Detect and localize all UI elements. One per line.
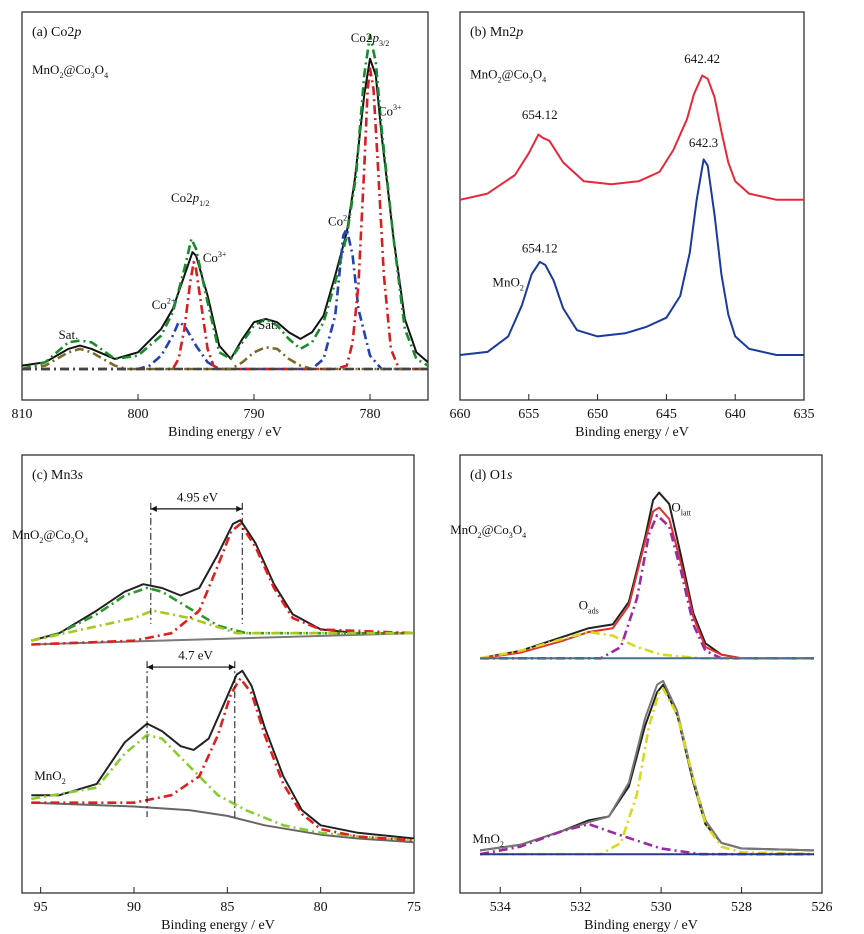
x-axis-label: Binding energy / eV (584, 918, 698, 933)
annotation: 4.95 eV (177, 489, 219, 504)
x-tick-label: 660 (450, 407, 471, 422)
panel-title: (b) Mn2p (470, 25, 523, 40)
annotation: 4.7 eV (178, 648, 213, 663)
x-tick-label: 800 (128, 407, 149, 422)
panel-c: 95 90 85 80 75 Binding energy / eV (c) Mn3s MnO… (12, 454, 421, 933)
series-line-7 (479, 679, 815, 852)
x-tick-label: 810 (12, 407, 33, 422)
x-axis-label: Binding energy / eV (575, 425, 689, 440)
series-line-5 (21, 346, 428, 371)
annotation: Co3+ (378, 103, 402, 118)
plot-frame (459, 11, 805, 401)
series-line-7 (31, 801, 415, 844)
panel-title: (c) Mn3s (32, 468, 84, 483)
series-line-6 (31, 669, 415, 840)
annotation: Co2+ (328, 213, 352, 228)
x-tick-label: 645 (656, 407, 677, 422)
annotation: Co2+ (152, 297, 176, 312)
series-line-1 (479, 491, 814, 660)
sample-label: MnO2@Co3O4 (32, 62, 108, 80)
x-tick-label: 530 (651, 900, 672, 915)
x-tick-label: 90 (127, 900, 141, 915)
plot-frame (21, 11, 429, 401)
annotation: Co2p3/2 (351, 30, 389, 48)
x-tick-label: 655 (518, 407, 539, 422)
x-tick-label: 635 (794, 407, 815, 422)
x-tick-label: 75 (407, 900, 421, 915)
x-axis-label: Binding energy / eV (168, 425, 282, 440)
annotation: MnO2@Co3O4 (12, 527, 88, 545)
x-tick-label: 526 (812, 900, 833, 915)
arrow-head (150, 505, 157, 512)
x-tick-label: 780 (360, 407, 381, 422)
series-line-1 (459, 74, 804, 201)
panel-b: 660 655 650 645 640 635 Binding energy / eV (b)… (450, 11, 815, 440)
annotation: Co2p1/2 (171, 190, 209, 208)
annotation: 654.12 (522, 241, 558, 256)
annotation: MnO2 (492, 275, 523, 293)
series-line-4 (22, 67, 428, 371)
annotation: 642.42 (684, 51, 720, 66)
panel-title: (a) Co2p (32, 25, 81, 40)
annotation: Sat. (58, 327, 78, 342)
annotation: MnO2 (472, 831, 503, 849)
series-line-4 (31, 522, 415, 646)
x-tick-label: 534 (490, 900, 511, 915)
plot-frame (21, 454, 415, 894)
x-tick-label: 532 (570, 900, 591, 915)
arrow-head (236, 505, 243, 512)
annotation: Sat. (258, 317, 278, 332)
annotation: 654.12 (522, 107, 558, 122)
x-tick-label: 80 (314, 900, 328, 915)
series-line-8 (31, 733, 415, 842)
annotation: MnO2 (34, 768, 65, 786)
x-axis-label: Binding energy / eV (161, 918, 275, 933)
arrow-head (147, 664, 154, 671)
annotation: Oads (579, 597, 599, 615)
series-line-9 (31, 677, 415, 842)
arrow-head (228, 664, 235, 671)
annotation: 642.3 (689, 135, 718, 150)
annotation: MnO2@Co3O4 (470, 67, 546, 85)
series-line-2 (21, 34, 429, 371)
x-tick-label: 528 (731, 900, 752, 915)
series-line-1 (21, 57, 429, 367)
annotation: Co3+ (203, 250, 227, 265)
series-line-4 (479, 630, 814, 660)
series-line-2 (459, 158, 804, 356)
x-tick-label: 650 (587, 407, 608, 422)
annotation: Olatt (671, 499, 691, 517)
plot-frame (459, 454, 823, 894)
panel-title: (d) O1s (470, 468, 513, 483)
panel-a: 810 800 790 780 Binding energy / eV (a) Co2p M… (12, 11, 429, 440)
annotation: MnO2@Co3O4 (450, 522, 526, 540)
panel-d: 534 532 530 528 526 Binding energy / eV (d) O1… (450, 454, 833, 933)
series-line-3 (480, 513, 814, 660)
x-tick-label: 95 (34, 900, 48, 915)
x-tick-label: 640 (725, 407, 746, 422)
x-tick-label: 85 (220, 900, 234, 915)
series-line-1 (31, 519, 414, 642)
x-tick-label: 790 (244, 407, 265, 422)
series-line-8 (480, 687, 815, 856)
